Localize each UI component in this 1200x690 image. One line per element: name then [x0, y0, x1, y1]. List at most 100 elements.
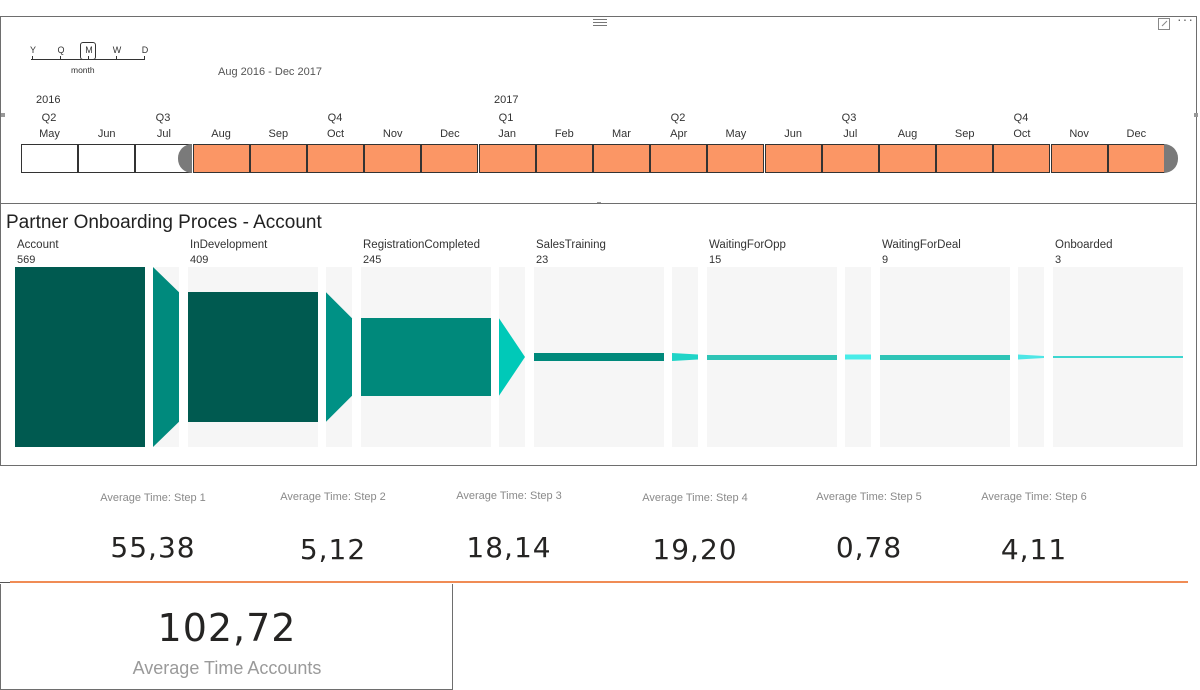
quarter-label: Q4 — [1013, 112, 1029, 124]
date-range-label: Aug 2016 - Dec 2017 — [218, 66, 322, 78]
month-cell[interactable] — [1050, 144, 1108, 173]
month-cell[interactable] — [879, 144, 936, 173]
month-cell[interactable] — [821, 144, 879, 173]
kpi-title-step-2: Average Time: Step 2 — [280, 491, 386, 503]
quarter-label: Q1 — [498, 112, 514, 124]
kpi-value-step-5: 0,78 — [835, 531, 903, 564]
kpi-value-step-2: 5,12 — [299, 533, 367, 566]
stage-name: SalesTraining — [536, 239, 606, 251]
stage-count: 9 — [882, 254, 889, 266]
funnel-bar-onboarded[interactable] — [1053, 356, 1183, 358]
month-cell[interactable] — [192, 144, 250, 173]
granularity-tick — [32, 56, 33, 60]
accent-divider — [10, 581, 1188, 583]
month-cell[interactable] — [364, 144, 422, 173]
month-label: Jul — [156, 128, 171, 140]
month-cell[interactable] — [1107, 144, 1165, 173]
stage-name: RegistrationCompleted — [363, 239, 480, 251]
kpi-title-step-5: Average Time: Step 5 — [816, 491, 922, 503]
year-label: 2017 — [494, 94, 519, 106]
stage-count: 409 — [190, 254, 209, 266]
granularity-tick — [60, 56, 61, 60]
month-cell[interactable] — [535, 144, 593, 173]
funnel-connector — [1018, 354, 1044, 360]
range-handle-end[interactable] — [1164, 144, 1178, 173]
drag-handle-icon[interactable] — [593, 19, 607, 27]
range-handle-start[interactable] — [178, 144, 192, 173]
month-label: Oct — [326, 128, 345, 140]
stage-count: 23 — [536, 254, 549, 266]
granularity-option-q[interactable]: Q — [57, 45, 65, 55]
funnel-bar-waitingforopp[interactable] — [707, 354, 837, 360]
focus-mode-icon[interactable] — [1158, 18, 1170, 30]
quarter-label: Q3 — [841, 112, 857, 124]
funnel-bar-account[interactable] — [15, 267, 145, 447]
month-cell[interactable] — [21, 144, 78, 173]
kpi-title-step-4: Average Time: Step 4 — [642, 492, 748, 504]
total-average-value: 102,72 — [157, 606, 297, 650]
month-cell[interactable] — [650, 144, 708, 173]
month-cell[interactable] — [78, 144, 136, 173]
quarter-label: Q4 — [327, 112, 343, 124]
resize-handle[interactable] — [1194, 113, 1198, 117]
kpi-value-step-1: 55,38 — [110, 531, 196, 564]
quarter-label: Q2 — [670, 112, 686, 124]
kpi-value-step-3: 18,14 — [466, 531, 552, 564]
month-cell[interactable] — [993, 144, 1051, 173]
funnel-bar-indevelopment[interactable] — [188, 292, 318, 422]
kpi-value-step-6: 4,11 — [1000, 533, 1068, 566]
kpi-title-step-3: Average Time: Step 3 — [456, 490, 562, 502]
resize-handle[interactable] — [1, 113, 5, 117]
month-label: Feb — [554, 128, 574, 140]
month-label: Dec — [1126, 128, 1147, 140]
funnel-connector — [845, 354, 871, 360]
month-label: Nov — [1069, 128, 1089, 140]
month-cell[interactable] — [249, 144, 307, 173]
stage-name: InDevelopment — [190, 239, 268, 251]
granularity-option-y[interactable]: Y — [29, 45, 36, 55]
funnel-bar-salestraining[interactable] — [534, 353, 664, 361]
month-cell[interactable] — [478, 144, 536, 173]
funnel-title: Partner Onboarding Proces - Account — [6, 212, 322, 233]
month-label: May — [39, 128, 60, 140]
year-label: 2016 — [36, 94, 61, 106]
granularity-option-m[interactable]: M — [85, 45, 93, 55]
kpi-title-step-1: Average Time: Step 1 — [100, 492, 206, 504]
month-cell[interactable] — [707, 144, 765, 173]
month-label: Jul — [843, 128, 858, 140]
granularity-option-w[interactable]: W — [112, 45, 122, 55]
stage-count: 3 — [1055, 254, 1062, 266]
month-label: Dec — [440, 128, 460, 140]
stage-name: WaitingForOpp — [709, 239, 786, 251]
month-cell[interactable] — [764, 144, 822, 173]
kpi-title-step-6: Average Time: Step 6 — [981, 491, 1087, 503]
granularity-tick — [88, 56, 89, 60]
month-cell[interactable] — [593, 144, 650, 173]
divider-stub — [0, 582, 10, 583]
quarter-label: Q3 — [155, 112, 171, 124]
month-label: Jan — [498, 128, 516, 140]
kpi-value-step-4: 19,20 — [652, 533, 738, 566]
stage-name: WaitingForDeal — [882, 239, 961, 251]
granularity-option-d[interactable]: D — [141, 45, 149, 55]
funnel-bar-waitingfordeal[interactable] — [880, 354, 1010, 360]
month-label: Jun — [784, 128, 802, 140]
month-cell[interactable] — [936, 144, 994, 173]
month-label: Nov — [382, 128, 403, 140]
stage-count: 569 — [17, 254, 36, 266]
month-label: Sep — [268, 128, 289, 140]
granularity-tick — [144, 56, 145, 60]
month-cell[interactable] — [307, 144, 364, 173]
stage-count: 15 — [709, 254, 722, 266]
month-label: Apr — [670, 128, 688, 140]
month-cell[interactable] — [421, 144, 479, 173]
timeline-slicer: ··· month Y Q M W D Aug 2016 - Dec 2017 2016… — [0, 11, 1198, 206]
quarter-label: Q2 — [41, 112, 57, 124]
total-average-card: 102,72 Average Time Accounts — [0, 584, 453, 690]
funnel-bar-registrationcompleted[interactable] — [361, 318, 491, 396]
total-average-label: Average Time Accounts — [132, 658, 322, 678]
month-label: Jun — [97, 128, 116, 140]
funnel-connector — [326, 292, 352, 422]
stage-count: 245 — [363, 254, 382, 266]
more-options-icon[interactable]: ··· — [1177, 11, 1194, 27]
